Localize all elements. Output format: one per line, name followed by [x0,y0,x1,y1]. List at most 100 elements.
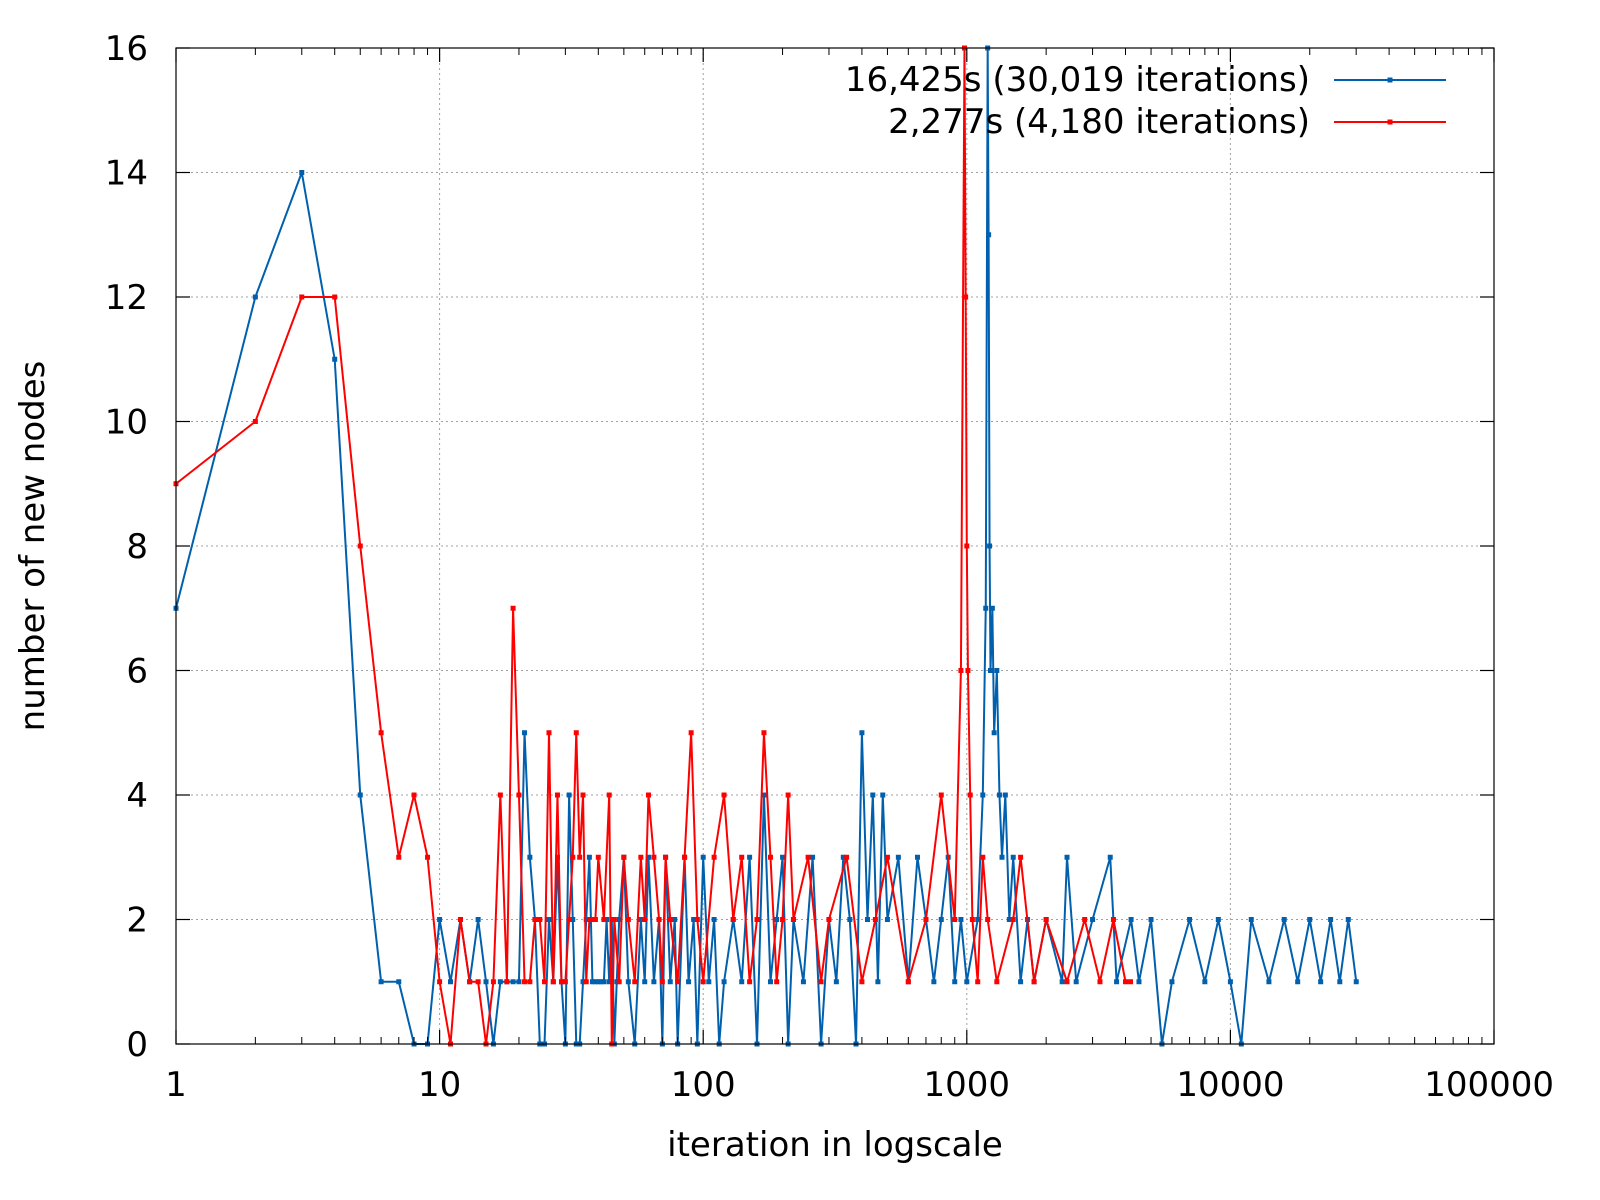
y-tick-label: 16 [105,29,148,69]
data-point [566,792,572,798]
data-point [999,854,1005,860]
data-point [1006,917,1012,922]
data-point [589,979,595,985]
data-point [986,232,992,238]
data-point [686,979,692,985]
data-point [558,979,564,985]
data-point [562,979,568,985]
data-point [967,792,973,798]
data-point [1002,792,1008,798]
data-point [1018,979,1024,985]
data-point [1082,917,1088,922]
data-point [994,668,1000,673]
x-tick-label: 1000 [924,1065,1011,1105]
data-point [616,917,622,922]
data-point [595,854,601,860]
data-point [800,979,806,985]
data-point [870,792,876,798]
data-point [774,979,780,985]
data-point [546,730,552,736]
data-point [583,917,589,922]
data-point [975,979,981,985]
data-point [1295,979,1301,985]
data-point [785,792,791,798]
data-point [1307,917,1313,922]
data-point [625,979,631,985]
data-point [847,917,853,922]
legend-label: 2,277s (4,180 iterations) [888,102,1310,142]
data-point [580,792,586,798]
data-point [550,979,556,985]
data-point [437,917,443,922]
x-tick-label: 100 [671,1065,736,1105]
data-point [964,543,970,549]
legend-label: 16,425s (30,019 iterations) [845,60,1310,100]
data-point [682,854,688,860]
data-point [1097,979,1103,985]
y-tick-label: 2 [126,901,148,941]
data-point [601,917,607,922]
y-tick-label: 8 [126,527,148,567]
data-point [1337,979,1343,985]
data-point [931,979,937,985]
data-point [638,854,644,860]
data-point [1114,979,1120,985]
data-point [537,917,543,922]
data-point [938,917,944,922]
data-point [700,979,706,985]
data-point [522,979,528,985]
data-point [1318,979,1324,985]
data-point [880,792,886,798]
data-point [761,792,767,798]
data-point [510,979,516,985]
data-point [604,917,610,922]
data-point [656,917,662,922]
data-point [598,979,604,985]
data-point [1281,917,1287,922]
data-point [1090,917,1096,922]
data-point [739,854,745,860]
data-point [721,792,727,798]
data-point [475,917,481,922]
data-point [991,730,997,736]
data-point [739,979,745,985]
data-point [1059,979,1065,985]
data-point [805,854,811,860]
data-point [606,792,612,798]
data-point [987,543,993,549]
data-point [694,917,700,922]
data-point [958,668,964,673]
series-layer [173,45,1359,1047]
data-point [730,917,736,922]
data-point [706,979,712,985]
data-point [958,917,964,922]
data-point [1328,917,1334,922]
data-point [1353,979,1359,985]
data-point [864,917,870,922]
data-point [497,792,503,798]
data-point [1010,854,1016,860]
data-point [601,979,607,985]
data-point [938,792,944,798]
tick-labels: 0 2 4 6 8 10 12 14 16 1 10 100 1000 10000 100000 [105,29,1554,1105]
y-tick-label: 4 [126,776,148,816]
data-point [475,979,481,985]
data-point [611,917,617,922]
data-point [595,979,601,985]
data-point [884,854,890,860]
x-tick-label: 10000 [1176,1065,1284,1105]
data-point [667,917,673,922]
data-point [592,917,598,922]
data-point [790,917,796,922]
data-point [252,294,258,300]
data-point [1064,854,1070,860]
data-point [980,854,986,860]
data-point [711,854,717,860]
data-point [299,170,305,175]
x-tick-label: 100000 [1424,1065,1554,1105]
data-point [721,979,727,985]
data-point [780,917,786,922]
series-2 [173,45,1134,1047]
data-point [1110,917,1116,922]
data-point [299,294,305,300]
